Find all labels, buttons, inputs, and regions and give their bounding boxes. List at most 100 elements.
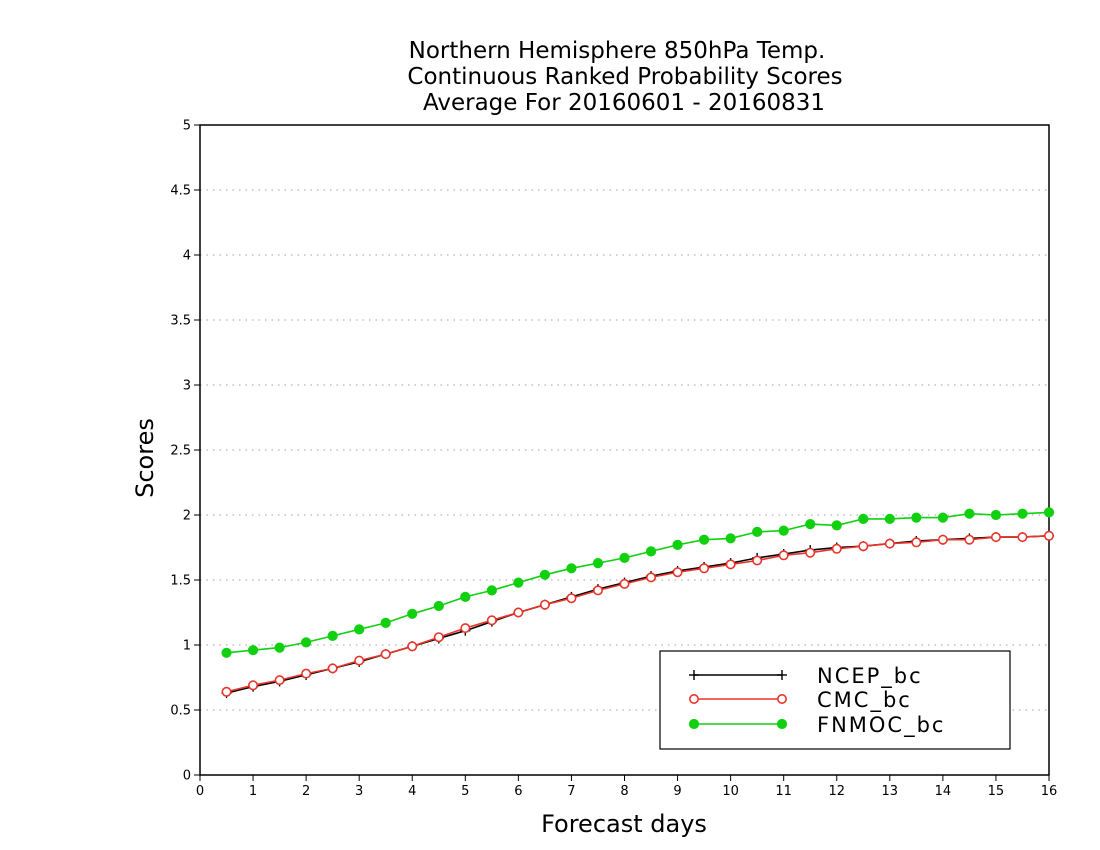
legend-label-fnmoc-bc: FNMOC_bc [817,713,945,738]
data-point-cmc-bc [884,538,895,549]
data-point-cmc-bc [248,680,259,691]
y-tick-label: 1 [183,639,191,654]
x-tick-label: 16 [1041,784,1058,799]
x-tick-label: 12 [828,784,845,799]
x-tick-label: 13 [882,784,899,799]
data-point-fnmoc-bc [433,600,444,612]
x-tick-label: 11 [775,784,792,799]
data-point-fnmoc-bc [831,520,842,531]
data-point-fnmoc-bc [911,512,922,523]
data-point-fnmoc-bc [460,591,471,603]
x-tick-label: 4 [408,784,416,799]
data-point-cmc-bc [274,675,285,686]
series-cmc-bc [221,530,1055,697]
y-tick-label: 3.5 [170,314,191,329]
data-point-fnmoc-bc [1043,507,1055,518]
data-point-cmc-bc [672,567,683,578]
data-point-cmc-bc [752,555,763,566]
data-point-cmc-bc [592,585,603,596]
y-tick-label: 5 [183,119,191,134]
x-tick-label: 0 [196,784,204,799]
data-point-fnmoc-bc [1017,508,1028,519]
data-point-cmc-bc [566,593,577,604]
legend-marker-cmc-bc [688,693,699,704]
y-tick-label: 2.5 [170,444,191,459]
x-tick-label: 1 [249,784,257,799]
data-point-cmc-bc [221,686,232,697]
legend-marker-fnmoc-bc [776,718,788,730]
grid-lines [200,189,1049,711]
data-point-fnmoc-bc [964,508,975,519]
legend-label-cmc-bc: CMC_bc [817,688,912,713]
chart-title-line-3: Average For 20160601 - 20160831 [423,90,825,116]
y-axis-ticks: 0 0.5 1 1.5 2 2.5 3 3.5 4 4.5 5 [170,119,200,784]
data-point-fnmoc-bc [619,552,630,564]
data-point-cmc-bc [513,607,524,618]
x-axis-label: Forecast days [541,810,707,838]
chart-title-line-1: Northern Hemisphere 850hPa Temp. [409,38,826,64]
data-point-cmc-bc [460,623,471,634]
data-point-cmc-bc [646,572,657,583]
data-point-cmc-bc [778,550,789,561]
legend-marker-ncep-bc [777,670,787,680]
data-point-fnmoc-bc [672,539,683,551]
y-axis-label: Scores [131,418,159,498]
data-point-fnmoc-bc [221,647,232,658]
data-point-fnmoc-bc [539,569,551,580]
legend-marker-cmc-bc [776,693,787,704]
data-point-cmc-bc [725,559,736,570]
data-point-cmc-bc [937,534,948,545]
y-tick-label: 4.5 [170,184,191,199]
x-tick-label: 6 [514,784,522,799]
x-tick-label: 9 [673,784,681,799]
data-point-cmc-bc [831,543,842,554]
data-point-fnmoc-bc [805,519,816,530]
data-point-fnmoc-bc [327,630,338,642]
data-point-cmc-bc [858,541,869,552]
y-tick-label: 2 [183,509,191,524]
data-point-fnmoc-bc [513,577,524,588]
data-point-fnmoc-bc [752,526,763,538]
legend-entry-cmc-bc: CMC_bc [688,688,912,713]
data-point-fnmoc-bc [354,624,365,635]
x-tick-label: 5 [461,784,469,799]
data-point-fnmoc-bc [592,558,604,569]
data-point-fnmoc-bc [858,513,869,525]
data-point-fnmoc-bc [990,509,1002,521]
data-point-cmc-bc [380,649,391,660]
x-tick-label: 10 [722,784,739,799]
data-point-cmc-bc [699,563,710,574]
x-tick-label: 7 [567,784,575,799]
data-point-cmc-bc [964,534,975,545]
y-tick-label: 1.5 [170,574,191,589]
legend-label-ncep-bc: NCEP_bc [817,664,923,689]
data-point-fnmoc-bc [698,534,710,545]
legend-marker-ncep-bc [689,670,699,680]
x-tick-label: 2 [302,784,310,799]
y-tick-label: 4 [183,249,191,264]
data-point-cmc-bc [990,532,1001,543]
legend-entry-ncep-bc: NCEP_bc [689,664,923,689]
data-point-fnmoc-bc [566,563,577,574]
data-point-cmc-bc [407,641,418,652]
data-point-cmc-bc [1017,532,1028,543]
data-point-fnmoc-bc [725,533,736,544]
x-tick-label: 14 [935,784,952,799]
data-point-fnmoc-bc [937,512,948,523]
legend-marker-fnmoc-bc [688,718,700,730]
data-point-fnmoc-bc [274,642,285,653]
data-point-fnmoc-bc [247,645,259,656]
series-fnmoc-bc [221,507,1055,658]
data-point-cmc-bc [911,537,922,548]
data-point-cmc-bc [805,547,816,558]
data-point-fnmoc-bc [884,513,895,525]
chart-title-line-2: Continuous Ranked Probability Scores [407,64,842,90]
y-tick-label: 0.5 [170,704,191,719]
x-tick-label: 15 [988,784,1005,799]
x-tick-label: 8 [620,784,628,799]
x-axis-ticks: 0 1 2 3 4 5 6 7 8 9 10 11 12 13 14 15 16 [196,775,1057,799]
data-point-cmc-bc [327,663,338,674]
legend-entry-fnmoc-bc: FNMOC_bc [688,713,945,738]
